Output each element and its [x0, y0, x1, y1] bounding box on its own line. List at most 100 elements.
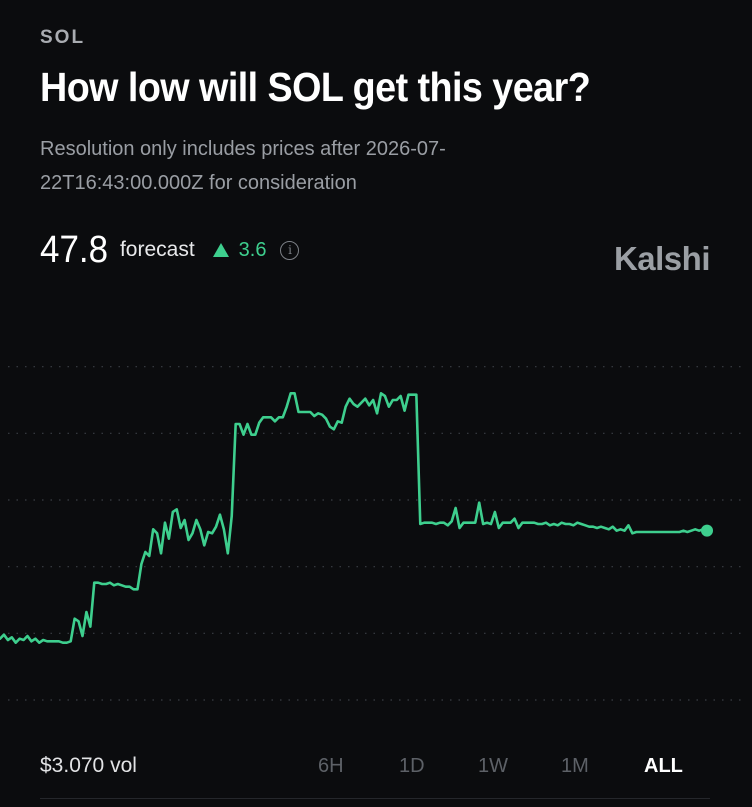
data-point: [686, 531, 688, 533]
market-ticker: SOL: [40, 27, 86, 48]
data-point: [612, 525, 614, 527]
data-point: [600, 525, 602, 527]
data-point: [7, 639, 9, 641]
data-point: [227, 552, 229, 554]
data-point: [85, 611, 87, 613]
data-point: [498, 527, 500, 529]
data-point: [533, 521, 535, 523]
data-point: [670, 531, 672, 533]
data-point: [372, 399, 374, 401]
forecast-line-chart: [0, 366, 745, 701]
data-point: [113, 584, 115, 586]
data-point: [152, 528, 154, 530]
data-point: [341, 421, 343, 423]
data-point: [655, 531, 657, 533]
data-point: [474, 521, 476, 523]
current-value-marker: [701, 524, 713, 537]
data-point: [297, 411, 299, 413]
data-point: [356, 405, 358, 407]
data-point: [348, 397, 350, 399]
data-point: [266, 416, 268, 418]
data-point: [623, 529, 625, 531]
forecast-series-line: [0, 392, 709, 644]
data-point: [505, 521, 507, 523]
data-point: [191, 532, 193, 534]
data-point: [172, 511, 174, 513]
data-point: [647, 531, 649, 533]
data-point: [11, 636, 13, 638]
data-point: [66, 641, 68, 643]
data-point: [490, 523, 492, 525]
data-point: [368, 404, 370, 406]
data-point: [105, 583, 107, 585]
range-tab-6h[interactable]: 6H: [318, 755, 344, 777]
data-point: [619, 528, 621, 530]
data-point: [588, 525, 590, 527]
data-point: [128, 585, 130, 587]
data-point: [537, 523, 539, 525]
data-point: [388, 405, 390, 407]
data-point: [509, 521, 511, 523]
data-point: [392, 399, 394, 401]
data-point: [337, 420, 339, 422]
data-point: [494, 511, 496, 513]
data-point: [439, 521, 441, 523]
data-point: [70, 640, 72, 642]
data-point: [132, 588, 134, 590]
forecast-change: 3.6: [238, 238, 267, 261]
data-point: [34, 637, 36, 639]
data-point: [81, 635, 83, 637]
data-point: [376, 412, 378, 414]
data-point: [698, 529, 700, 531]
data-point: [592, 525, 594, 527]
data-point: [148, 555, 150, 557]
data-point: [93, 581, 95, 583]
data-point: [541, 523, 543, 525]
data-point: [521, 521, 523, 523]
range-tab-1m[interactable]: 1M: [561, 755, 589, 777]
data-point: [667, 531, 669, 533]
data-point: [234, 423, 236, 425]
data-point: [639, 531, 641, 533]
data-point: [179, 527, 181, 529]
data-point: [557, 524, 559, 526]
data-point: [136, 588, 138, 590]
data-point: [333, 428, 335, 430]
data-point: [627, 524, 629, 526]
data-point: [282, 416, 284, 418]
data-point: [443, 521, 445, 523]
data-point: [50, 640, 52, 642]
data-point: [203, 544, 205, 546]
data-point: [321, 413, 323, 415]
data-point: [419, 523, 421, 525]
data-point: [502, 521, 504, 523]
data-point: [305, 411, 307, 413]
data-point: [364, 397, 366, 399]
range-tab-1d[interactable]: 1D: [399, 755, 425, 777]
forecast-value: 47.8: [40, 228, 109, 271]
data-point: [513, 517, 515, 519]
data-point: [325, 417, 327, 419]
data-point: [694, 528, 696, 530]
data-point: [384, 395, 386, 397]
data-point: [380, 392, 382, 394]
data-point: [454, 507, 456, 509]
up-arrow-icon: [212, 243, 229, 257]
data-point: [545, 521, 547, 523]
data-point: [231, 515, 233, 517]
data-point: [651, 531, 653, 533]
data-point: [195, 519, 197, 521]
range-tab-1w[interactable]: 1W: [478, 755, 508, 777]
data-point: [352, 403, 354, 405]
data-point: [447, 524, 449, 526]
data-point: [109, 581, 111, 583]
data-point: [313, 415, 315, 417]
info-circle-icon[interactable]: i: [280, 240, 300, 260]
data-point: [238, 423, 240, 425]
data-point: [246, 423, 248, 425]
data-point: [121, 584, 123, 586]
data-point: [462, 521, 464, 523]
volume-label: $3.070 vol: [40, 754, 137, 777]
data-point: [643, 531, 645, 533]
range-tab-all[interactable]: ALL: [644, 755, 683, 777]
